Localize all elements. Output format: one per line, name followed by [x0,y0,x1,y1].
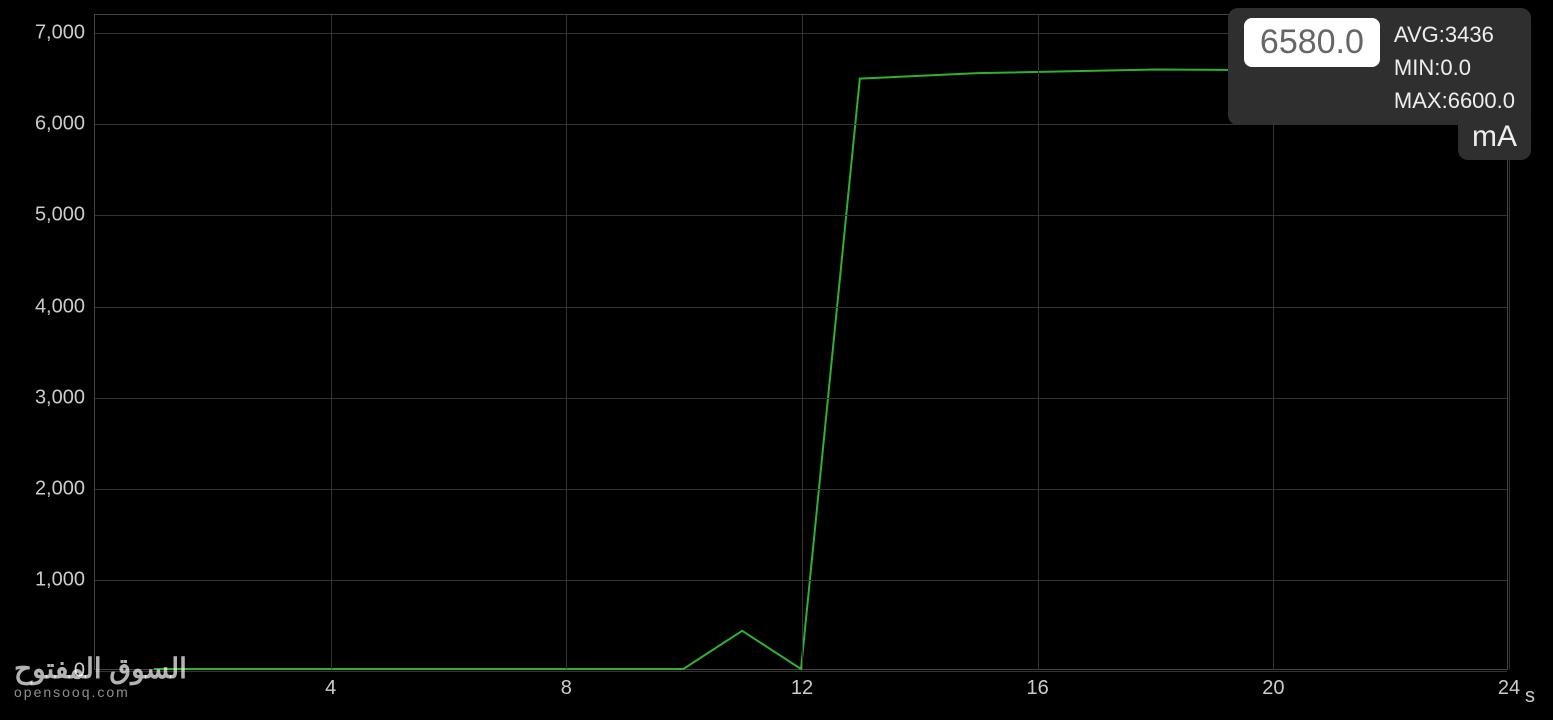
y-tick-label: 5,000 [35,204,95,227]
x-tick-label: 20 [1262,669,1284,700]
y-tick-label: 7,000 [35,22,95,45]
grid-line-horizontal [95,215,1507,216]
x-tick-label: 24 [1498,669,1520,700]
grid-line-horizontal [95,489,1507,490]
stats-block: AVG:3436 MIN:0.0 MAX:6600.0 [1394,18,1515,117]
grid-line-vertical [331,15,332,669]
watermark: السوق المفتوح opensooq.com [14,654,187,700]
grid-line-vertical [566,15,567,669]
grid-line-horizontal [95,580,1507,581]
x-tick-label: 4 [325,669,336,700]
watermark-latin: opensooq.com [14,685,187,700]
unit-label: mA [1458,118,1531,160]
x-tick-label: 12 [791,669,813,700]
avg-row: AVG:3436 [1394,18,1515,51]
y-tick-label: 4,000 [35,295,95,318]
y-tick-label: 6,000 [35,113,95,136]
max-row: MAX:6600.0 [1394,84,1515,117]
grid-line-horizontal [95,398,1507,399]
info-box: 6580.0 AVG:3436 MIN:0.0 MAX:6600.0 [1228,8,1531,125]
grid-line-vertical [802,15,803,669]
watermark-arabic: السوق المفتوح [14,653,187,684]
x-tick-label: 8 [561,669,572,700]
min-row: MIN:0.0 [1394,51,1515,84]
x-tick-label: 16 [1027,669,1049,700]
y-tick-label: 3,000 [35,386,95,409]
y-tick-label: 1,000 [35,568,95,591]
current-value: 6580.0 [1244,18,1380,67]
grid-line-vertical [1038,15,1039,669]
chart-container: 481216202401,0002,0003,0004,0005,0006,00… [0,0,1553,720]
x-axis-unit: s [1525,685,1535,708]
grid-line-horizontal [95,671,1507,672]
grid-line-horizontal [95,307,1507,308]
y-tick-label: 2,000 [35,477,95,500]
